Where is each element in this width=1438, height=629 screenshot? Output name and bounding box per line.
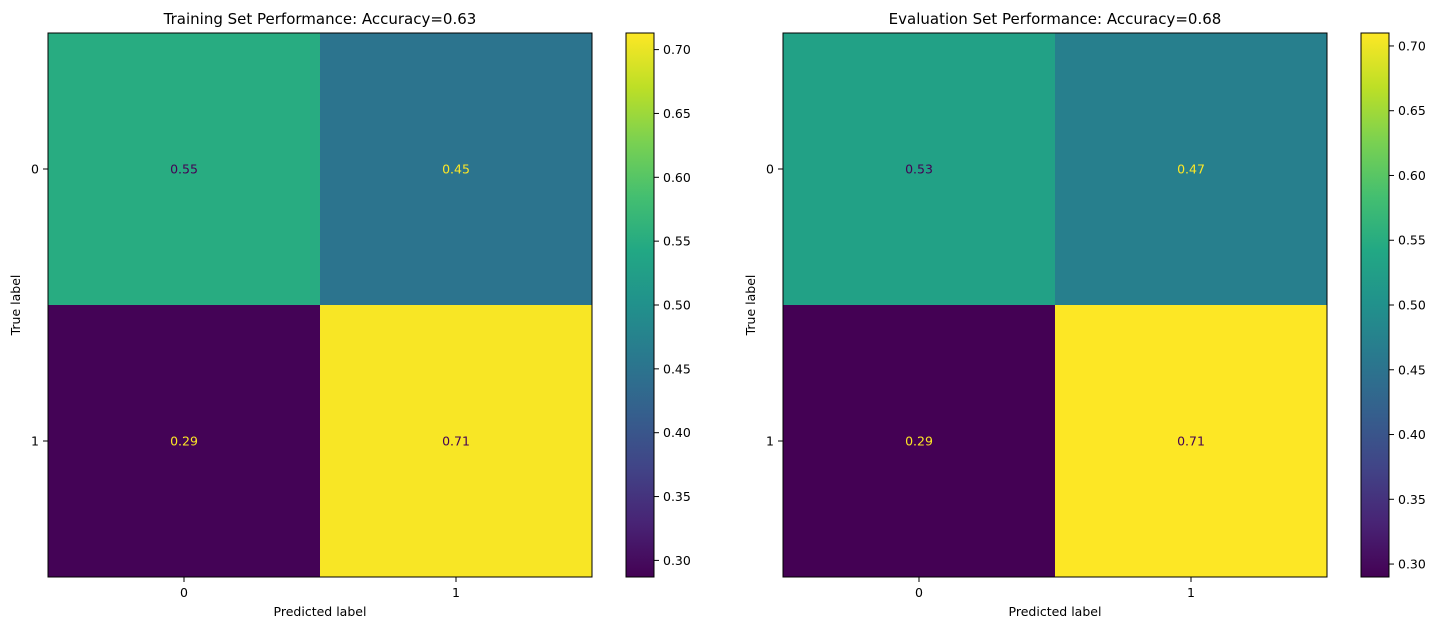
- x-tick-label: 0: [180, 585, 188, 600]
- cell-r0-c0: [48, 33, 321, 306]
- cell-value-r1-c1: 0.71: [1177, 434, 1205, 449]
- colorbar-tick-label: 0.35: [1398, 492, 1426, 507]
- x-axis-label: Predicted label: [1009, 604, 1102, 619]
- x-axis-label: Predicted label: [274, 604, 367, 619]
- colorbar-tick-label: 0.55: [1398, 233, 1426, 248]
- x-tick-label: 0: [915, 585, 923, 600]
- cell-r1-c0: [783, 305, 1056, 578]
- chart-title: Evaluation Set Performance: Accuracy=0.6…: [889, 10, 1222, 28]
- plot-frame: [782, 32, 1328, 578]
- colorbar-tick-label: 0.70: [1398, 38, 1426, 53]
- x-tick-label: 1: [1187, 585, 1195, 600]
- colorbar-tick-label: 0.40: [1398, 427, 1426, 442]
- colorbar-tick-label: 0.65: [1398, 103, 1426, 118]
- training-confusion-matrix: Training Set Performance: Accuracy=0.63 …: [8, 10, 691, 619]
- cell-r0-c1: [1055, 33, 1328, 306]
- heatmap-cells: 0.53 0.47 0.29 0.71: [783, 33, 1328, 578]
- cell-value-r0-c0: 0.55: [170, 162, 198, 177]
- colorbar-tick-label: 0.55: [663, 234, 691, 249]
- colorbar-tick-label: 0.35: [663, 489, 691, 504]
- cell-value-r1-c0: 0.29: [905, 434, 933, 449]
- colorbar-tick-label: 0.50: [663, 298, 691, 313]
- axis-ticks: 0 1 0 1: [31, 162, 460, 601]
- colorbar-tick-label: 0.40: [663, 425, 691, 440]
- colorbar-tick-label: 0.30: [663, 553, 691, 568]
- y-tick-label: 0: [766, 162, 774, 177]
- chart-title: Training Set Performance: Accuracy=0.63: [163, 10, 477, 28]
- colorbar-tick-label: 0.60: [1398, 168, 1426, 183]
- colorbar-tick-label: 0.60: [663, 170, 691, 185]
- cell-value-r1-c1: 0.71: [442, 434, 470, 449]
- y-axis-label: True label: [8, 275, 23, 337]
- plot-frame: [47, 32, 593, 578]
- colorbar-tick-label: 0.30: [1398, 557, 1426, 572]
- cell-r1-c0: [48, 305, 321, 578]
- axis-ticks: 0 1 0 1: [766, 162, 1195, 601]
- colorbar: 0.30 0.35 0.40 0.45 0.50 0.55 0.60 0.65 0.70: [625, 32, 691, 578]
- x-tick-label: 1: [452, 585, 460, 600]
- y-tick-label: 0: [31, 162, 39, 177]
- cell-value-r0-c1: 0.47: [1177, 162, 1205, 177]
- colorbar-tick-label: 0.65: [663, 106, 691, 121]
- cell-r0-c1: [320, 33, 593, 306]
- cell-r0-c0: [783, 33, 1056, 306]
- y-axis-label: True label: [743, 275, 758, 337]
- colorbar-tick-label: 0.45: [1398, 362, 1426, 377]
- cell-value-r0-c1: 0.45: [442, 162, 470, 177]
- colorbar: 0.30 0.35 0.40 0.45 0.50 0.55 0.60 0.65 0.70: [1360, 32, 1426, 578]
- cell-value-r1-c0: 0.29: [170, 434, 198, 449]
- cell-value-r0-c0: 0.53: [905, 162, 933, 177]
- y-tick-label: 1: [31, 434, 39, 449]
- evaluation-confusion-matrix: Evaluation Set Performance: Accuracy=0.6…: [743, 10, 1426, 619]
- colorbar-tick-label: 0.50: [1398, 298, 1426, 313]
- cell-r1-c1: [320, 305, 593, 578]
- colorbar-gradient: [625, 32, 655, 578]
- cell-r1-c1: [1055, 305, 1328, 578]
- colorbar-tick-label: 0.45: [663, 361, 691, 376]
- y-tick-label: 1: [766, 434, 774, 449]
- colorbar-gradient: [1360, 32, 1390, 578]
- heatmap-cells: 0.55 0.45 0.29 0.71: [48, 33, 593, 578]
- colorbar-tick-label: 0.70: [663, 42, 691, 57]
